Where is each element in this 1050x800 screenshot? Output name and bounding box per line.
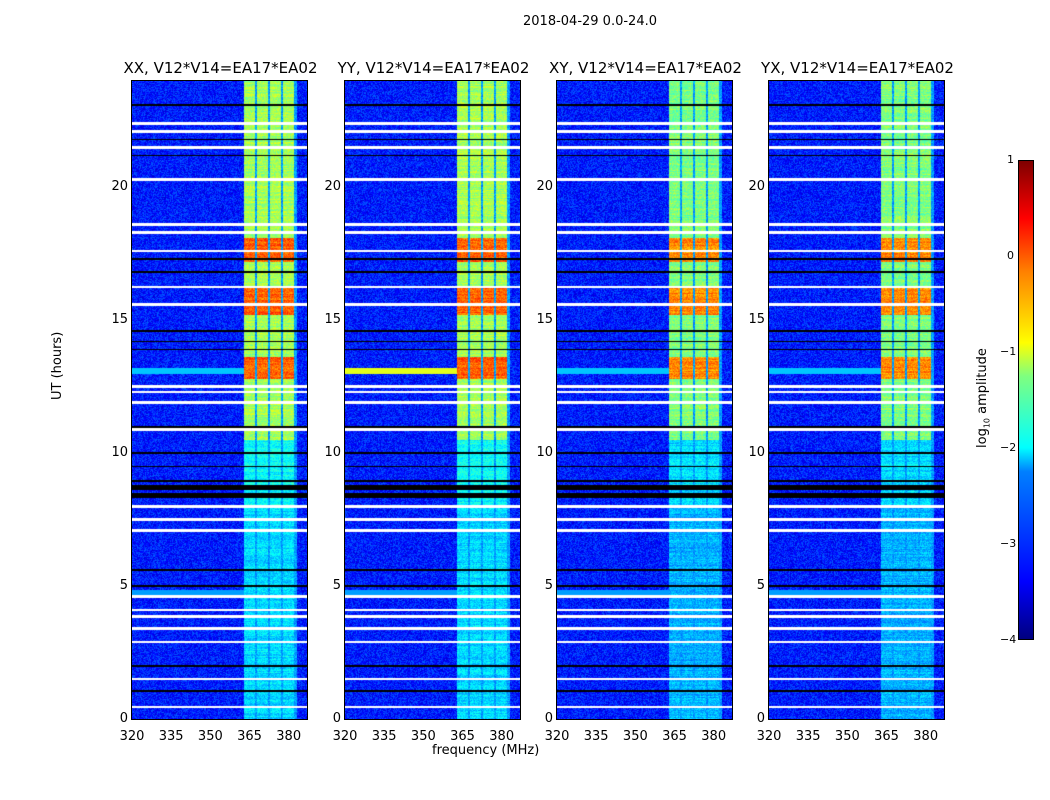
- x-tick-label: 335: [371, 729, 397, 744]
- heatmap-image: [769, 81, 944, 719]
- y-tick-label: 5: [332, 578, 341, 594]
- y-tick-label: 0: [332, 711, 341, 726]
- x-tick-label: 365: [874, 729, 899, 744]
- colorbar-tick-label: 0: [1007, 249, 1014, 262]
- x-tick-label: 350: [622, 729, 648, 744]
- x-tick-label: 335: [158, 729, 184, 744]
- y-tick-label: 10: [748, 445, 765, 461]
- panel-title: YY, V12*V14=EA17*EA02: [337, 59, 530, 77]
- x-tick-label: 380: [276, 729, 302, 744]
- heatmap-image: [345, 81, 520, 719]
- x-axis-label: frequency (MHz): [432, 743, 540, 758]
- y-tick-label: 20: [748, 179, 765, 195]
- colorbar-tick-label: −2: [1000, 441, 1017, 454]
- y-tick-label: 20: [324, 179, 341, 195]
- x-tick-label: 365: [450, 729, 475, 744]
- x-tick-label: 380: [913, 729, 939, 744]
- colorbar: [1018, 160, 1034, 640]
- x-tick-label: 320: [119, 729, 145, 744]
- y-tick-label: 0: [756, 711, 765, 726]
- colorbar-tick-label: 1: [1007, 153, 1014, 166]
- figure-title: 2018-04-29 0.0-24.0: [523, 14, 657, 29]
- panel-title: XX, V12*V14=EA17*EA02: [123, 59, 318, 77]
- heatmap-panel-2: XY, V12*V14=EA17*EA02 320 335 350 365 380 0 5 10…: [536, 59, 741, 744]
- y-tick-label: 10: [324, 445, 341, 461]
- panel-title: YX, V12*V14=EA17*EA02: [761, 59, 954, 77]
- panel-title: XY, V12*V14=EA17*EA02: [549, 59, 742, 77]
- y-tick-label: 15: [324, 312, 341, 328]
- x-tick-label: 320: [756, 729, 782, 744]
- heatmap-panel-3: YX, V12*V14=EA17*EA02 320 335 350 365 380 0 5 10…: [748, 59, 953, 744]
- y-tick-label: 15: [111, 312, 128, 328]
- y-tick-label: 15: [748, 312, 765, 328]
- y-axis-label: UT (hours): [50, 331, 65, 400]
- colorbar-tick-label: −4: [1000, 633, 1017, 646]
- x-tick-label: 335: [583, 729, 609, 744]
- x-tick-label: 365: [237, 729, 262, 744]
- x-tick-label: 335: [795, 729, 821, 744]
- y-tick-label: 20: [536, 179, 553, 195]
- x-tick-label: 320: [332, 729, 358, 744]
- colorbar-tick-label: −3: [1000, 537, 1017, 550]
- y-tick-label: 5: [544, 578, 553, 594]
- x-tick-label: 350: [834, 729, 860, 744]
- x-tick-label: 350: [410, 729, 436, 744]
- heatmap-image: [557, 81, 732, 719]
- x-tick-label: 380: [489, 729, 515, 744]
- y-tick-label: 5: [756, 578, 765, 594]
- y-tick-label: 10: [536, 445, 553, 461]
- y-tick-label: 0: [119, 711, 128, 726]
- y-tick-label: 0: [544, 711, 553, 726]
- y-tick-label: 10: [111, 445, 128, 461]
- heatmap-panel-1: YY, V12*V14=EA17*EA02 320 335 350 365 380 0 5 10…: [324, 59, 529, 744]
- y-tick-label: 15: [536, 312, 553, 328]
- heatmap-image: [132, 81, 307, 719]
- y-tick-label: 20: [111, 179, 128, 195]
- x-tick-label: 350: [197, 729, 223, 744]
- heatmap-panel-0: XX, V12*V14=EA17*EA02 320 335 350 365 380 0 5 10…: [111, 59, 317, 744]
- colorbar-tick-label: −1: [1000, 345, 1017, 358]
- x-tick-label: 365: [662, 729, 687, 744]
- x-tick-label: 380: [701, 729, 727, 744]
- colorbar-label: log10 amplitude: [975, 348, 992, 448]
- y-tick-label: 5: [119, 578, 128, 594]
- x-tick-label: 320: [544, 729, 570, 744]
